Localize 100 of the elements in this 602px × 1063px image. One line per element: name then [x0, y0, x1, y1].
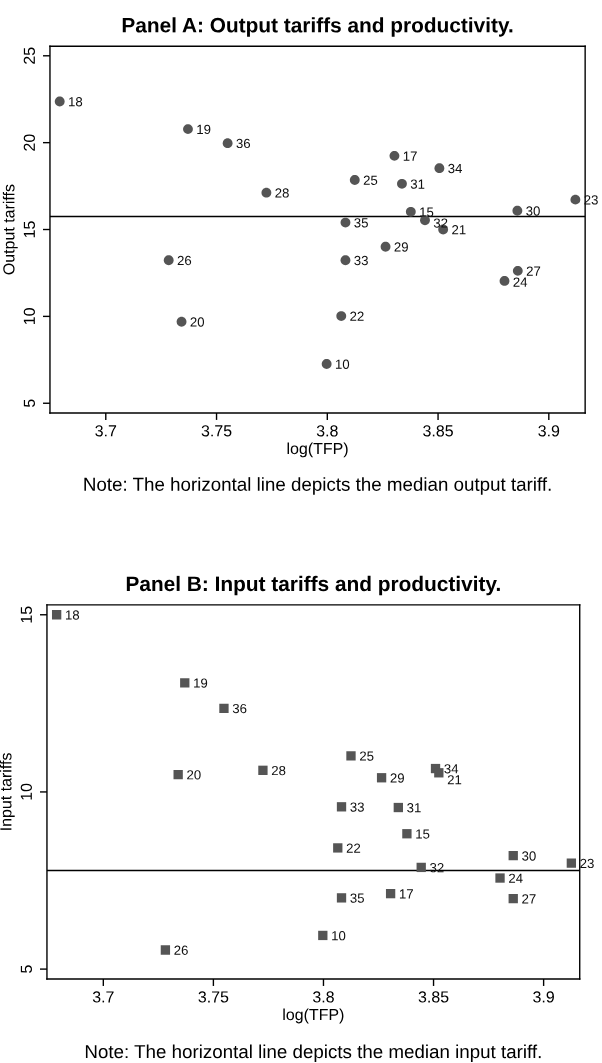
annotation: 20 [187, 770, 201, 780]
annotation: 25 [359, 751, 374, 761]
annotation: 28 [275, 188, 289, 198]
point [416, 862, 426, 873]
chart-title: Panel A: Output tariffs and productivity. [122, 17, 513, 37]
point [336, 311, 347, 321]
y-tick-label: 5 [20, 965, 32, 973]
annotation: 33 [350, 802, 364, 812]
x-axis-title: log(TFP) [283, 1008, 344, 1024]
x-axis-title: log(TFP) [287, 442, 348, 458]
point [219, 703, 229, 713]
annotation: 26 [174, 945, 188, 955]
point [336, 893, 347, 903]
point [512, 205, 523, 216]
point [333, 843, 343, 853]
annotation: 34 [448, 163, 463, 174]
point [180, 678, 190, 688]
point [434, 768, 444, 778]
y-tick-label: 25 [23, 47, 35, 64]
annotation: 21 [452, 225, 466, 235]
point [183, 124, 193, 135]
annotation: 21 [447, 775, 462, 785]
point [376, 773, 387, 783]
y-tick-label: 15 [20, 606, 32, 623]
annotation: 30 [522, 851, 536, 861]
point [512, 265, 523, 276]
point [340, 255, 351, 266]
text: Note: The horizontal line depicts the median output tariff. [84, 477, 551, 495]
annotation: 15 [416, 829, 430, 839]
point [349, 175, 360, 185]
x-tick-label: 3.75 [198, 991, 229, 1003]
x-tick-label: 3.7 [92, 991, 114, 1003]
point [385, 888, 396, 899]
annotation: 22 [350, 311, 364, 321]
point [336, 802, 347, 812]
annotation: 33 [354, 255, 368, 266]
annotation: 17 [399, 889, 413, 899]
point [566, 858, 577, 868]
x-tick-label: 3.8 [316, 425, 338, 437]
annotation: 29 [390, 773, 404, 783]
y-axis-title: Input tariffs [0, 753, 15, 830]
point [495, 873, 505, 883]
point [321, 359, 332, 369]
point [570, 194, 581, 205]
annotation: 30 [526, 206, 540, 216]
y-tick-label: 5 [23, 399, 35, 408]
x-tick-label: 3.7 [95, 425, 117, 437]
point [405, 206, 416, 217]
x-tick-label: 3.85 [423, 425, 453, 437]
annotation: 36 [232, 703, 247, 714]
x-tick-label: 3.9 [538, 425, 560, 437]
point [51, 610, 62, 620]
point [261, 187, 272, 198]
y-tick-label: 15 [23, 221, 35, 238]
point [54, 96, 65, 107]
y-tick-label: 20 [23, 134, 35, 151]
annotation: 32 [433, 218, 448, 228]
point [402, 829, 412, 839]
x-tick-label: 3.75 [201, 425, 232, 437]
annotation: 27 [526, 266, 541, 276]
annotation: 22 [346, 843, 361, 853]
annotation: 24 [509, 873, 523, 883]
annotation: 15 [420, 207, 434, 217]
point [508, 893, 518, 904]
annotation: 20 [190, 317, 205, 327]
annotation: 18 [69, 97, 83, 107]
annotation: 19 [194, 678, 208, 688]
point [160, 945, 171, 955]
annotation: 18 [65, 610, 80, 620]
chart-title: Panel B: Input tariffs and productivity. [126, 575, 500, 596]
annotation: 29 [394, 242, 408, 252]
point [176, 316, 187, 327]
point [397, 178, 407, 189]
point [340, 217, 351, 228]
y-tick-label: 10 [23, 308, 35, 325]
point [258, 765, 268, 775]
y-tick-label: 10 [20, 783, 32, 800]
annotation: 35 [354, 218, 368, 228]
point [173, 769, 183, 780]
annotation: 35 [350, 893, 364, 903]
point [393, 802, 403, 813]
text: Note: The horizontal line depicts the median input tariff. [85, 1044, 541, 1062]
x-tick-label: 3.8 [312, 991, 334, 1003]
point [389, 150, 400, 161]
point [434, 163, 445, 174]
annotation: 10 [332, 931, 346, 941]
x-tick-label: 3.9 [533, 991, 554, 1003]
annotation: 25 [363, 175, 378, 185]
point [508, 851, 518, 861]
annotation: 31 [410, 179, 425, 189]
point [346, 751, 356, 761]
annotation: 23 [580, 858, 594, 869]
annotation: 34 [444, 764, 459, 774]
point [222, 138, 233, 149]
y-axis-title: Output tariffs [2, 184, 18, 275]
annotation: 24 [513, 277, 528, 287]
point [318, 930, 328, 941]
x-tick-label: 3.85 [418, 991, 449, 1003]
annotation: 36 [236, 138, 251, 149]
annotation: 19 [197, 124, 211, 135]
